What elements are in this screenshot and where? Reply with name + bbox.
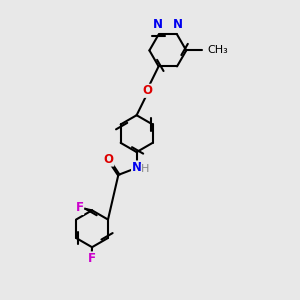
Text: N: N [172, 18, 183, 31]
Text: F: F [87, 252, 95, 265]
Text: F: F [76, 202, 84, 214]
Text: N: N [153, 18, 163, 31]
Text: O: O [104, 153, 114, 166]
Text: H: H [141, 164, 150, 174]
Text: O: O [142, 84, 153, 97]
Text: CH₃: CH₃ [207, 45, 228, 56]
Text: N: N [132, 161, 142, 174]
